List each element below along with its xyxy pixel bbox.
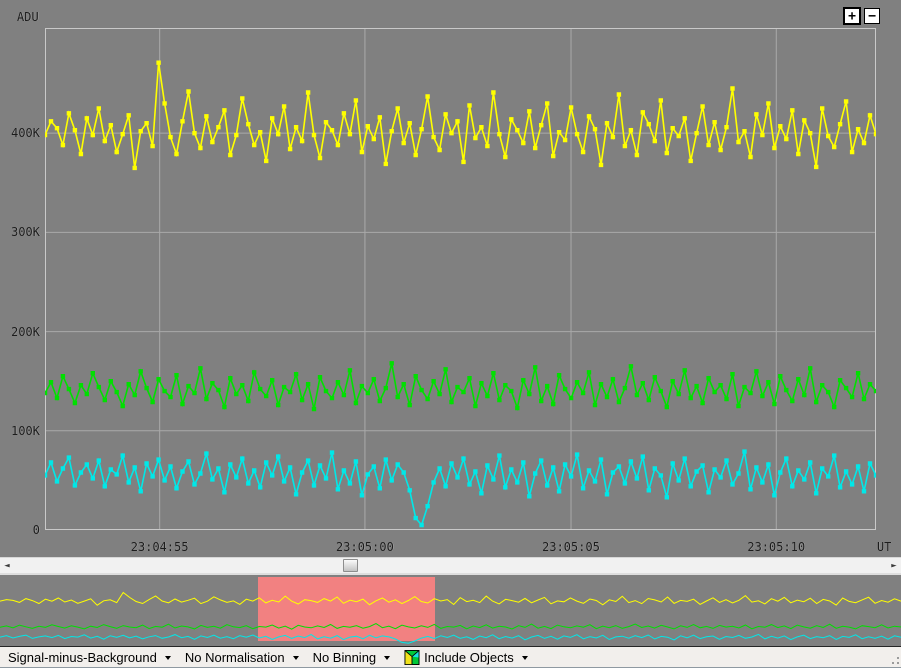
- objects-colors-icon: [404, 649, 420, 665]
- markers-object-green: [45, 361, 876, 412]
- dropdown-signal-mode[interactable]: Signal-minus-Background: [8, 650, 171, 665]
- chevron-down-icon: [384, 656, 391, 660]
- dropdown-binning-label: No Binning: [312, 649, 377, 665]
- markers-object-cyan: [45, 449, 876, 528]
- trace-object-green: [45, 363, 876, 411]
- dropdown-binning[interactable]: No Binning: [313, 650, 391, 665]
- zoom-out-button[interactable]: −: [864, 8, 880, 24]
- y-tick-label: 200K: [11, 324, 40, 339]
- bottom-toolbar: Signal-minus-Background No Normalisation…: [0, 646, 901, 668]
- overview-plot[interactable]: [0, 575, 901, 645]
- zoom-in-button[interactable]: +: [843, 7, 861, 25]
- x-tick-label: 23:04:55: [130, 540, 189, 554]
- plus-icon: +: [848, 8, 856, 24]
- dropdown-include-objects[interactable]: Include Objects: [404, 649, 528, 665]
- trace-object-yellow: [45, 62, 876, 169]
- chevron-down-icon: [164, 656, 171, 660]
- x-tick-label: 23:05:05: [542, 540, 600, 554]
- y-axis-unit-label: ADU: [17, 10, 39, 24]
- y-tick-label: 300K: [11, 225, 40, 240]
- y-tick-label: 100K: [11, 423, 40, 438]
- overview-trace-object-yellow: [0, 591, 901, 606]
- main-plot[interactable]: [45, 28, 876, 530]
- plot-border: [45, 28, 876, 530]
- overview-trace-object-green: [0, 623, 901, 630]
- x-tick-label: 23:05:00: [336, 540, 394, 554]
- scrollbar-thumb[interactable]: [343, 559, 358, 572]
- dropdown-normalisation[interactable]: No Normalisation: [185, 650, 299, 665]
- scroll-left-arrow-icon[interactable]: ◄: [4, 561, 10, 571]
- dropdown-signal-mode-label: Signal-minus-Background: [8, 649, 157, 665]
- y-tick-label: 400K: [11, 126, 40, 141]
- resize-grip[interactable]: [887, 652, 899, 664]
- x-tick-label: 23:05:10: [747, 540, 806, 554]
- chevron-down-icon: [521, 656, 528, 660]
- dropdown-normalisation-label: No Normalisation: [184, 649, 285, 665]
- overview-trace-object-cyan: [0, 633, 901, 644]
- overview-selection[interactable]: [258, 577, 435, 641]
- scroll-right-arrow-icon[interactable]: ►: [891, 561, 897, 571]
- horizontal-scrollbar[interactable]: ◄ ►: [0, 557, 901, 573]
- x-axis-unit-label: UT: [877, 540, 892, 554]
- chevron-down-icon: [292, 656, 299, 660]
- dropdown-include-objects-label: Include Objects: [424, 649, 514, 665]
- minus-icon: −: [868, 8, 876, 24]
- y-tick-label: 0: [32, 523, 40, 537]
- overview-strip: [0, 573, 901, 645]
